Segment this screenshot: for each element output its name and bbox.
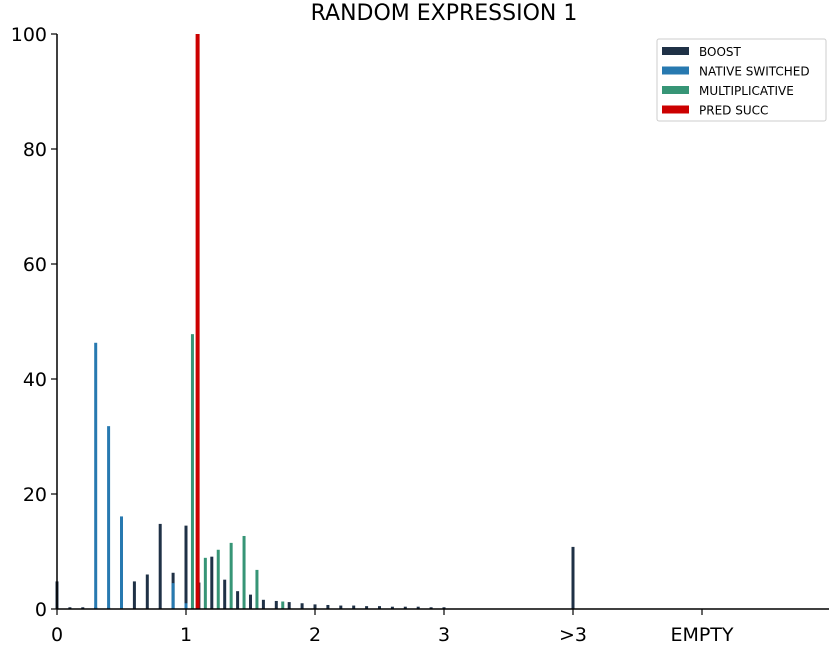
bar-native-switched-4 — [184, 603, 188, 609]
bar-boost-30 — [442, 607, 446, 609]
bar-boost-26 — [390, 606, 394, 609]
bar-boost-17 — [274, 600, 278, 609]
legend-swatch-0 — [662, 47, 689, 55]
bar-pred-succ-0 — [195, 34, 200, 609]
legend-label-3: PRED SUCC — [699, 104, 768, 118]
y-tick-label-40: 40 — [23, 369, 47, 391]
bar-boost-14 — [236, 591, 240, 609]
bar-boost-23 — [352, 605, 356, 609]
y-tick-label-100: 100 — [11, 24, 47, 46]
bar-native-switched-0 — [94, 342, 98, 609]
bar-boost-29 — [429, 607, 433, 609]
x-tick-label-3: 3 — [438, 624, 450, 646]
legend-label-2: MULTIPLICATIVE — [699, 84, 794, 98]
chart-title: RANDOM EXPRESSION 1 — [311, 1, 578, 26]
y-tick-label-0: 0 — [35, 599, 47, 621]
legend-swatch-3 — [662, 105, 689, 114]
bar-native-switched-1 — [107, 426, 111, 609]
plot-area — [55, 34, 575, 610]
legend-swatch-1 — [662, 66, 689, 75]
bar-boost-13 — [223, 579, 227, 609]
x-tick-label-5: EMPTY — [670, 624, 733, 646]
bar-boost-20 — [313, 604, 317, 609]
bar-multiplicative-2 — [216, 549, 220, 609]
bar-boost-22 — [339, 605, 343, 609]
bar-multiplicative-5 — [255, 569, 259, 609]
bar-boost-15 — [249, 594, 252, 610]
x-tick-label-0: 0 — [51, 624, 63, 646]
legend-frame — [656, 38, 827, 122]
y-tick-label-20: 20 — [23, 484, 47, 506]
bar-multiplicative-4 — [242, 535, 246, 609]
bar-native-switched-3 — [171, 583, 175, 610]
bar-boost-18 — [287, 602, 291, 609]
legend-label-0: BOOST — [699, 45, 742, 59]
legend-label-1: NATIVE SWITCHED — [699, 65, 810, 79]
legend: BOOST NATIVE SWITCHED MULTIPLICATIVE PRED S… — [656, 38, 827, 122]
bar-multiplicative-6 — [281, 601, 285, 609]
bar-boost-16 — [261, 599, 265, 609]
bar-boost-1 — [68, 607, 72, 609]
legend-swatch-2 — [662, 86, 689, 94]
x-tick-label-1: 1 — [180, 624, 192, 646]
bar-boost-27 — [403, 606, 407, 609]
bar-boost-24 — [365, 606, 369, 610]
bar-boost-10 — [184, 525, 188, 610]
bar-boost-19 — [300, 603, 304, 609]
x-tick-label-2: 2 — [309, 624, 321, 646]
bar-boost-2 — [81, 607, 85, 609]
bar-boost-28 — [416, 606, 420, 609]
bar-boost-8 — [158, 523, 162, 609]
bar-multiplicative-1 — [203, 557, 207, 609]
bar-boost-12 — [210, 556, 214, 609]
bar-boost-6 — [132, 581, 136, 609]
bar-multiplicative-0 — [190, 334, 194, 609]
bar-boost-7 — [145, 574, 149, 609]
bar-boost-21 — [326, 604, 330, 609]
y-tick-label-60: 60 — [23, 254, 47, 276]
y-tick-label-80: 80 — [23, 139, 47, 161]
bar-boost-25 — [378, 606, 381, 610]
bar-multiplicative-3 — [229, 542, 233, 610]
axes: 0 20 40 60 80 100 0 1 2 3 >3 EMPTY — [11, 24, 829, 646]
bar-boost-31 — [571, 546, 575, 609]
x-tick-label-4: >3 — [559, 624, 587, 646]
bar-native-switched-2 — [120, 516, 123, 609]
